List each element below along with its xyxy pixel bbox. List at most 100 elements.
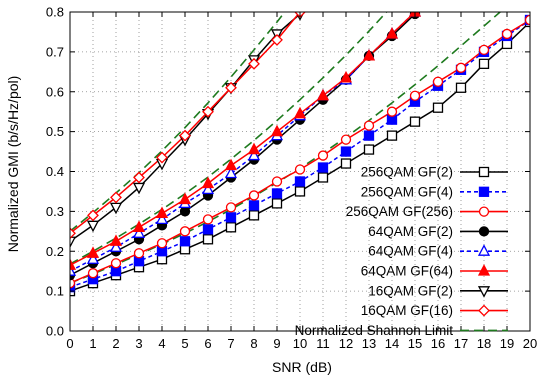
x-tick-label: 14: [385, 336, 399, 351]
x-tick-label: 11: [316, 336, 330, 351]
shannon-limit-curve: [70, 12, 388, 265]
data-point-64qam-gf-64: [155, 206, 169, 219]
y-tick-label: 0.2: [46, 244, 64, 259]
legend-marker: [477, 264, 491, 276]
data-point-256qam-gf-256: [179, 226, 191, 237]
data-point-64qam-gf-64: [224, 158, 238, 171]
x-tick-label: 18: [477, 336, 491, 351]
data-point-16qam-gf-16: [70, 227, 76, 240]
data-point-256qam-gf-4: [248, 200, 260, 211]
x-tick-label: 19: [500, 336, 514, 351]
data-point-16qam-gf-16: [110, 191, 122, 204]
data-point-256qam-gf-4: [225, 212, 237, 223]
data-point-256qam-gf-256: [271, 176, 283, 187]
legend-label: 64QAM GF(64): [361, 264, 453, 279]
axis-ticks: 0 1 2 3 4 5 6 7 8 9 10 11 12 13 14 15 16 17 18 19 200.00.10.…: [46, 5, 537, 352]
data-point-64qam-gf-64: [316, 88, 330, 101]
x-tick-label: 13: [362, 336, 376, 351]
markers: [70, 12, 530, 297]
data-point-64qam-gf-64: [339, 70, 353, 83]
y-tick-label: 0.6: [46, 84, 64, 99]
data-point-256qam-gf-256: [202, 214, 214, 225]
data-point-256qam-gf-2: [271, 198, 283, 209]
data-point-16qam-gf-2: [70, 236, 77, 249]
x-tick-label: 10: [293, 336, 307, 351]
legend-label: 64QAM GF(4): [368, 244, 453, 259]
data-point-256qam-gf-4: [294, 176, 306, 187]
data-point-256qam-gf-2: [478, 58, 490, 69]
data-point-256qam-gf-256: [409, 90, 421, 101]
data-point-256qam-gf-256: [317, 150, 329, 161]
x-tick-label: 12: [339, 336, 353, 351]
x-tick-label: 8: [250, 336, 257, 351]
data-point-256qam-gf-2: [317, 172, 329, 183]
x-tick-label: 15: [408, 336, 422, 351]
data-point-256qam-gf-256: [248, 190, 260, 201]
data-point-256qam-gf-2: [225, 222, 237, 233]
data-point-256qam-gf-256: [363, 120, 375, 131]
y-tick-label: 0.1: [46, 284, 64, 299]
data-point-256qam-gf-2: [294, 186, 306, 197]
data-point-256qam-gf-256: [386, 106, 398, 117]
y-tick-label: 0.7: [46, 44, 64, 59]
data-point-16qam-gf-16: [156, 151, 168, 164]
x-tick-label: 17: [454, 336, 468, 351]
y-tick-label: 0.4: [46, 164, 64, 179]
legend-marker: [478, 186, 490, 197]
data-point-256qam-gf-2: [248, 210, 260, 221]
data-point-64qam-gf-4: [132, 226, 146, 238]
legend-marker: [477, 244, 491, 256]
legend-marker: [477, 286, 491, 298]
data-point-16qam-gf-16: [87, 209, 99, 222]
data-point-64qam-gf-64: [86, 246, 100, 258]
data-point-256qam-gf-256: [110, 258, 122, 269]
data-point-64qam-gf-64: [201, 176, 215, 189]
legend-label: 16QAM GF(16): [361, 303, 453, 318]
data-point-256qam-gf-4: [363, 130, 375, 141]
data-point-256qam-gf-256: [501, 28, 513, 40]
data-point-256qam-gf-4: [340, 146, 352, 157]
data-point-256qam-gf-4: [317, 162, 329, 173]
data-point-16qam-gf-2: [86, 220, 100, 233]
data-point-64qam-gf-64: [385, 27, 399, 39]
x-tick-label: 5: [181, 336, 188, 351]
y-tick-label: 0.5: [46, 124, 64, 139]
legend-label: 256QAM GF(2): [361, 165, 453, 180]
data-point-256qam-gf-2: [363, 144, 375, 155]
x-tick-label: 2: [112, 336, 119, 351]
data-point-64qam-gf-4: [155, 212, 169, 225]
x-tick-label: 7: [227, 336, 234, 351]
data-point-256qam-gf-2: [340, 158, 352, 169]
data-point-16qam-gf-16: [202, 105, 214, 118]
data-point-16qam-gf-2: [109, 202, 123, 215]
x-tick-label: 0: [66, 336, 73, 351]
data-point-64qam-gf-2: [179, 206, 191, 217]
data-point-256qam-gf-256: [524, 14, 530, 26]
data-point-256qam-gf-2: [455, 82, 467, 93]
y-tick-label: 0.3: [46, 204, 64, 219]
data-point-256qam-gf-2: [202, 234, 214, 245]
data-point-16qam-gf-16: [248, 57, 260, 70]
data-point-64qam-gf-64: [247, 142, 261, 155]
data-point-256qam-gf-256: [87, 268, 99, 279]
data-point-256qam-gf-4: [271, 188, 283, 199]
data-point-16qam-gf-16: [179, 129, 191, 142]
x-tick-label: 20: [523, 336, 537, 351]
data-point-256qam-gf-256: [133, 248, 145, 259]
legend-marker: [478, 304, 490, 317]
data-point-16qam-gf-16: [133, 171, 145, 184]
data-point-64qam-gf-64: [293, 106, 307, 119]
data-point-256qam-gf-256: [294, 164, 306, 175]
x-tick-label: 6: [204, 336, 211, 351]
data-point-64qam-gf-64: [132, 220, 146, 232]
shannon-limit-curve: [70, 12, 286, 232]
curves: [70, 12, 530, 292]
data-point-256qam-gf-256: [455, 62, 467, 73]
data-point-64qam-gf-4: [224, 166, 238, 179]
legend-marker: [478, 166, 490, 178]
data-point-256qam-gf-4: [202, 224, 214, 235]
legend-label: 256QAM GF(256): [346, 204, 453, 219]
data-point-64qam-gf-4: [201, 182, 215, 195]
y-tick-label: 0.8: [46, 5, 64, 20]
